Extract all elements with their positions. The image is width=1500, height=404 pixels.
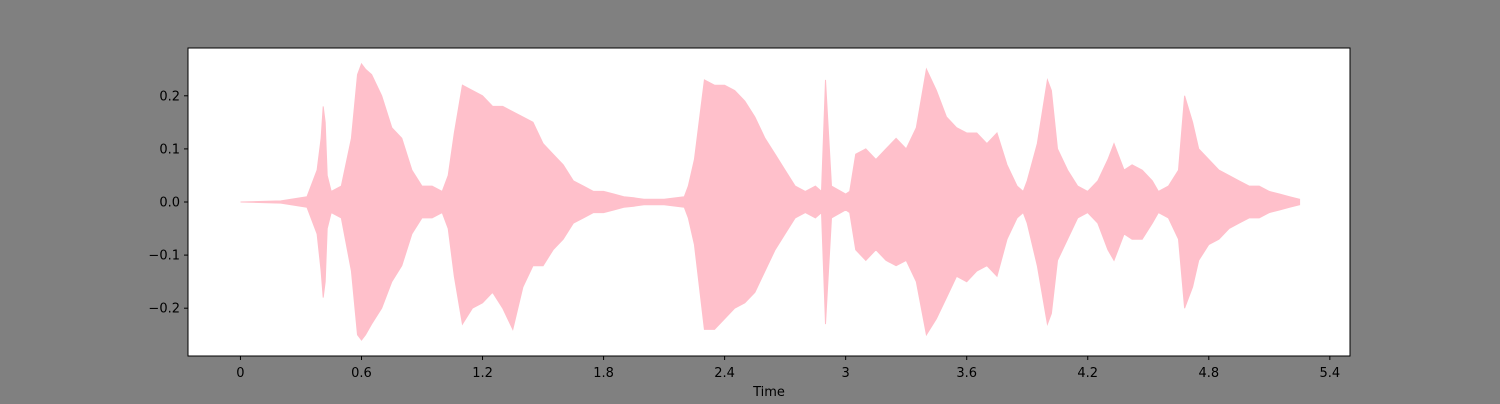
x-tick-label: 3.6	[956, 366, 977, 381]
x-tick-label: 0	[236, 366, 244, 381]
x-tick-label: 3	[842, 366, 850, 381]
x-axis-ticks: 0 0.6 1.2 1.8 2.4 3 3.6 4.2 4.8 5.4	[236, 356, 1340, 381]
x-tick-label: 0.6	[351, 366, 372, 381]
waveform-samples	[242, 69, 1300, 336]
x-axis-label: Time	[752, 385, 785, 400]
x-tick-label: 1.2	[472, 366, 493, 381]
y-tick-label: 0.2	[159, 89, 180, 104]
y-axis-ticks: −0.2 −0.1 0.0 0.1 0.2	[148, 89, 188, 317]
x-tick-label: 4.8	[1198, 366, 1219, 381]
y-tick-label: 0.0	[159, 196, 180, 211]
y-tick-label: −0.1	[148, 249, 180, 264]
y-tick-label: −0.2	[148, 302, 180, 317]
x-tick-label: 1.8	[593, 366, 614, 381]
y-tick-label: 0.1	[159, 142, 180, 157]
x-tick-label: 4.2	[1077, 366, 1098, 381]
waveform-layer	[240, 62, 1301, 341]
x-tick-label: 5.4	[1319, 366, 1340, 381]
x-tick-label: 2.4	[714, 366, 735, 381]
